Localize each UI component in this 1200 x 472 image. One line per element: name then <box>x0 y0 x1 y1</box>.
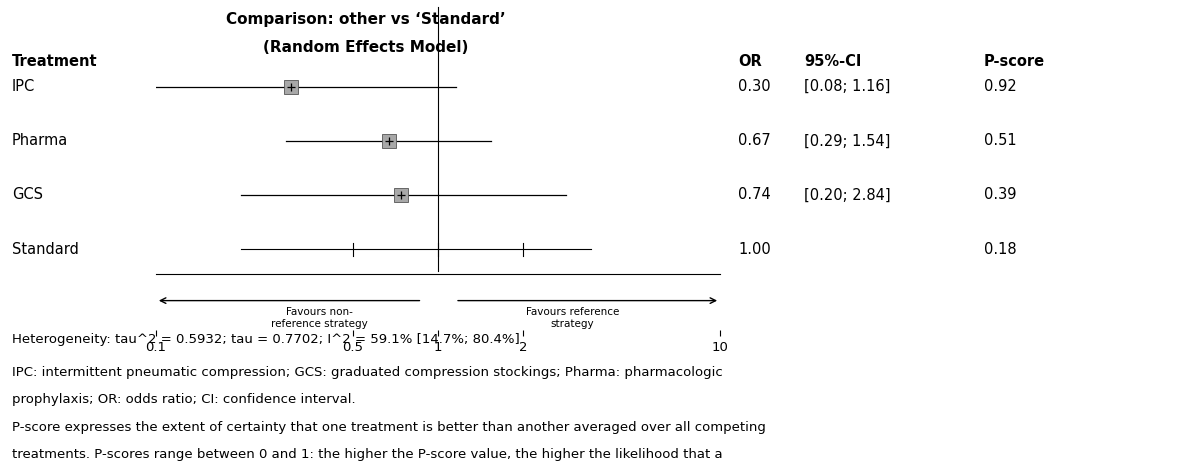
Text: IPC: IPC <box>12 79 35 94</box>
Text: IPC: intermittent pneumatic compression; GCS: graduated compression stockings; P: IPC: intermittent pneumatic compression;… <box>12 366 722 379</box>
Text: P-score: P-score <box>984 54 1045 69</box>
Text: 0.30: 0.30 <box>738 79 770 94</box>
Text: 0.51: 0.51 <box>984 133 1016 148</box>
Text: 0.67: 0.67 <box>738 133 770 148</box>
Text: 0.39: 0.39 <box>984 187 1016 202</box>
Text: Heterogeneity: tau^2 = 0.5932; tau = 0.7702; I^2 = 59.1% [14.7%; 80.4%]: Heterogeneity: tau^2 = 0.5932; tau = 0.7… <box>12 333 520 346</box>
Text: Treatment: Treatment <box>12 54 97 69</box>
Text: [0.08; 1.16]: [0.08; 1.16] <box>804 79 890 94</box>
Text: 0.18: 0.18 <box>984 242 1016 257</box>
Text: P-score expresses the extent of certainty that one treatment is better than anot: P-score expresses the extent of certaint… <box>12 421 766 434</box>
Text: 1.00: 1.00 <box>738 242 770 257</box>
Text: (Random Effects Model): (Random Effects Model) <box>263 40 469 55</box>
Text: [0.20; 2.84]: [0.20; 2.84] <box>804 187 890 202</box>
Text: GCS: GCS <box>12 187 43 202</box>
Text: prophylaxis; OR: odds ratio; CI: confidence interval.: prophylaxis; OR: odds ratio; CI: confide… <box>12 393 355 406</box>
Text: Standard: Standard <box>12 242 79 257</box>
Text: Favours reference
strategy: Favours reference strategy <box>526 307 619 329</box>
Text: OR: OR <box>738 54 762 69</box>
Text: Comparison: other vs ‘Standard’: Comparison: other vs ‘Standard’ <box>226 12 506 27</box>
Text: treatments. P-scores range between 0 and 1: the higher the P-score value, the hi: treatments. P-scores range between 0 and… <box>12 448 722 461</box>
Text: 95%-CI: 95%-CI <box>804 54 862 69</box>
Text: Pharma: Pharma <box>12 133 68 148</box>
Text: 0.92: 0.92 <box>984 79 1016 94</box>
Text: 0.74: 0.74 <box>738 187 770 202</box>
Text: Favours non-
reference strategy: Favours non- reference strategy <box>271 307 368 329</box>
Text: [0.29; 1.54]: [0.29; 1.54] <box>804 133 890 148</box>
